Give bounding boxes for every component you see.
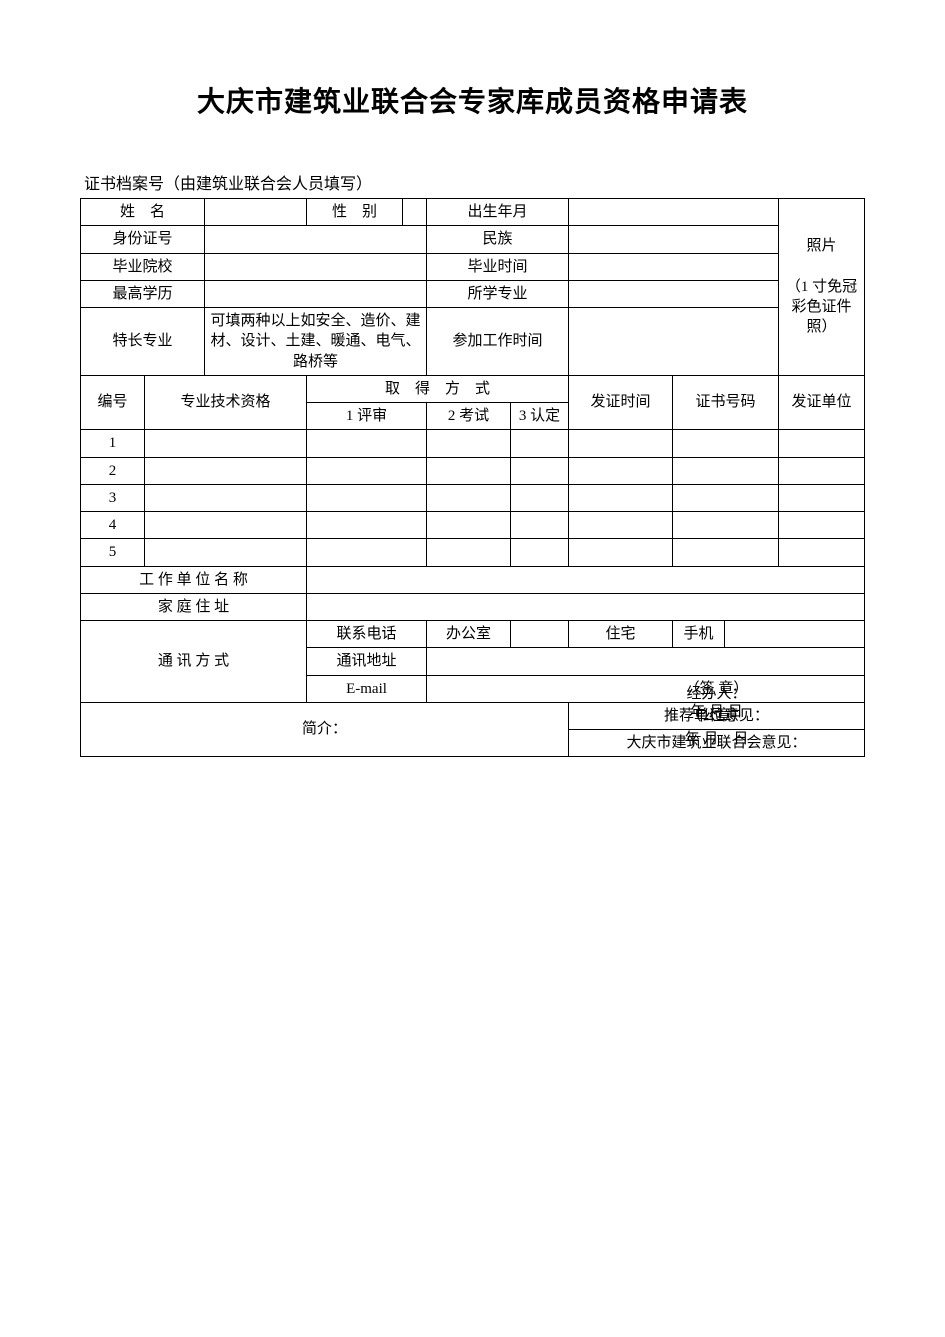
label-issuer: 发证单位: [779, 375, 865, 430]
specialty-hint: 可填两种以上如安全、造价、建材、设计、土建、暖通、电气、路桥等: [205, 308, 427, 376]
qual-row-name[interactable]: [145, 539, 307, 566]
qual-row-m2[interactable]: [427, 457, 511, 484]
qual-row-m3[interactable]: [511, 457, 569, 484]
field-association-opinion[interactable]: 大庆市建筑业联合会意见： 经办人： （公章） 年 月 日: [569, 730, 865, 757]
field-idno[interactable]: [205, 226, 427, 253]
field-office[interactable]: [511, 621, 569, 648]
photo-label-2: （1 寸免冠彩色证件照）: [786, 279, 857, 336]
field-school[interactable]: [205, 253, 427, 280]
qual-row-seq: 2: [81, 457, 145, 484]
label-school: 毕业院校: [81, 253, 205, 280]
signature-handler: 经办人：: [569, 683, 864, 706]
label-workunit: 工 作 单 位 名 称: [81, 566, 307, 593]
label-worktime: 参加工作时间: [427, 308, 569, 376]
qual-row-issuer[interactable]: [779, 484, 865, 511]
qual-row-certno[interactable]: [673, 430, 779, 457]
label-contact: 通 讯 方 式: [81, 621, 307, 703]
label-certno: 证书号码: [673, 375, 779, 430]
label-homeaddr: 家 庭 住 址: [81, 593, 307, 620]
qual-row-issuer[interactable]: [779, 512, 865, 539]
signature-seal-2: （公章）: [569, 705, 864, 728]
label-gender: 性 别: [307, 199, 403, 226]
field-birth[interactable]: [569, 199, 779, 226]
qual-row-certno[interactable]: [673, 539, 779, 566]
qual-row-m3[interactable]: [511, 430, 569, 457]
field-gradtime[interactable]: [569, 253, 779, 280]
qual-row-m3[interactable]: [511, 512, 569, 539]
label-ethnic: 民族: [427, 226, 569, 253]
label-name: 姓 名: [81, 199, 205, 226]
photo-placeholder[interactable]: 照片 （1 寸免冠彩色证件照）: [779, 199, 865, 376]
qual-row-m1[interactable]: [307, 512, 427, 539]
qual-row-seq: 3: [81, 484, 145, 511]
qual-row-date[interactable]: [569, 539, 673, 566]
label-intro: 简介：: [302, 721, 347, 737]
label-seq: 编号: [81, 375, 145, 430]
qual-row-issuer[interactable]: [779, 539, 865, 566]
field-mobile[interactable]: [725, 621, 865, 648]
label-method-3: 3 认定: [511, 403, 569, 430]
qual-row-issuer[interactable]: [779, 430, 865, 457]
label-specialty: 特长专业: [81, 308, 205, 376]
qual-row-date[interactable]: [569, 512, 673, 539]
field-intro[interactable]: 简介：: [81, 702, 569, 757]
field-major[interactable]: [569, 280, 779, 307]
qual-row-date[interactable]: [569, 430, 673, 457]
qual-row-seq: 5: [81, 539, 145, 566]
qual-row-m1[interactable]: [307, 539, 427, 566]
qual-row-m2[interactable]: [427, 539, 511, 566]
qual-row-certno[interactable]: [673, 512, 779, 539]
qual-row-issuer[interactable]: [779, 457, 865, 484]
label-edu: 最高学历: [81, 280, 205, 307]
qual-row-date[interactable]: [569, 457, 673, 484]
label-issuedate: 发证时间: [569, 375, 673, 430]
label-home: 住宅: [569, 621, 673, 648]
label-email: E-mail: [307, 675, 427, 702]
label-birth: 出生年月: [427, 199, 569, 226]
qual-row-m3[interactable]: [511, 484, 569, 511]
qual-row-m2[interactable]: [427, 430, 511, 457]
field-name[interactable]: [205, 199, 307, 226]
field-mailaddr[interactable]: [427, 648, 865, 675]
label-gradtime: 毕业时间: [427, 253, 569, 280]
qual-row-name[interactable]: [145, 484, 307, 511]
label-idno: 身份证号: [81, 226, 205, 253]
archive-number-label: 证书档案号（由建筑业联合会人员填写）: [80, 170, 865, 194]
field-ethnic[interactable]: [569, 226, 779, 253]
label-mailaddr: 通讯地址: [307, 648, 427, 675]
signature-date-2: 年 月 日: [569, 728, 864, 751]
field-gender[interactable]: [403, 199, 427, 226]
label-method-1: 1 评审: [307, 403, 427, 430]
field-workunit[interactable]: [307, 566, 865, 593]
qual-row-certno[interactable]: [673, 457, 779, 484]
label-office: 办公室: [427, 621, 511, 648]
label-mobile: 手机: [673, 621, 725, 648]
qual-row-seq: 1: [81, 430, 145, 457]
qual-row-date[interactable]: [569, 484, 673, 511]
application-form-table: 姓 名 性 别 出生年月 照片 （1 寸免冠彩色证件照） 身份证号 民族 毕业院…: [80, 198, 865, 757]
qual-row-m2[interactable]: [427, 484, 511, 511]
qual-row-m1[interactable]: [307, 457, 427, 484]
qual-row-m1[interactable]: [307, 484, 427, 511]
field-homeaddr[interactable]: [307, 593, 865, 620]
label-method: 取 得 方 式: [307, 375, 569, 402]
qual-row-m1[interactable]: [307, 430, 427, 457]
field-edu[interactable]: [205, 280, 427, 307]
qual-row-m2[interactable]: [427, 512, 511, 539]
qual-row-name[interactable]: [145, 512, 307, 539]
label-phone: 联系电话: [307, 621, 427, 648]
qual-row-name[interactable]: [145, 430, 307, 457]
label-major: 所学专业: [427, 280, 569, 307]
label-qualification: 专业技术资格: [145, 375, 307, 430]
field-worktime[interactable]: [569, 308, 779, 376]
qual-row-certno[interactable]: [673, 484, 779, 511]
qual-row-name[interactable]: [145, 457, 307, 484]
qual-row-m3[interactable]: [511, 539, 569, 566]
qual-row-seq: 4: [81, 512, 145, 539]
label-method-2: 2 考试: [427, 403, 511, 430]
photo-label-1: 照片: [807, 238, 837, 254]
form-title: 大庆市建筑业联合会专家库成员资格申请表: [80, 80, 865, 120]
